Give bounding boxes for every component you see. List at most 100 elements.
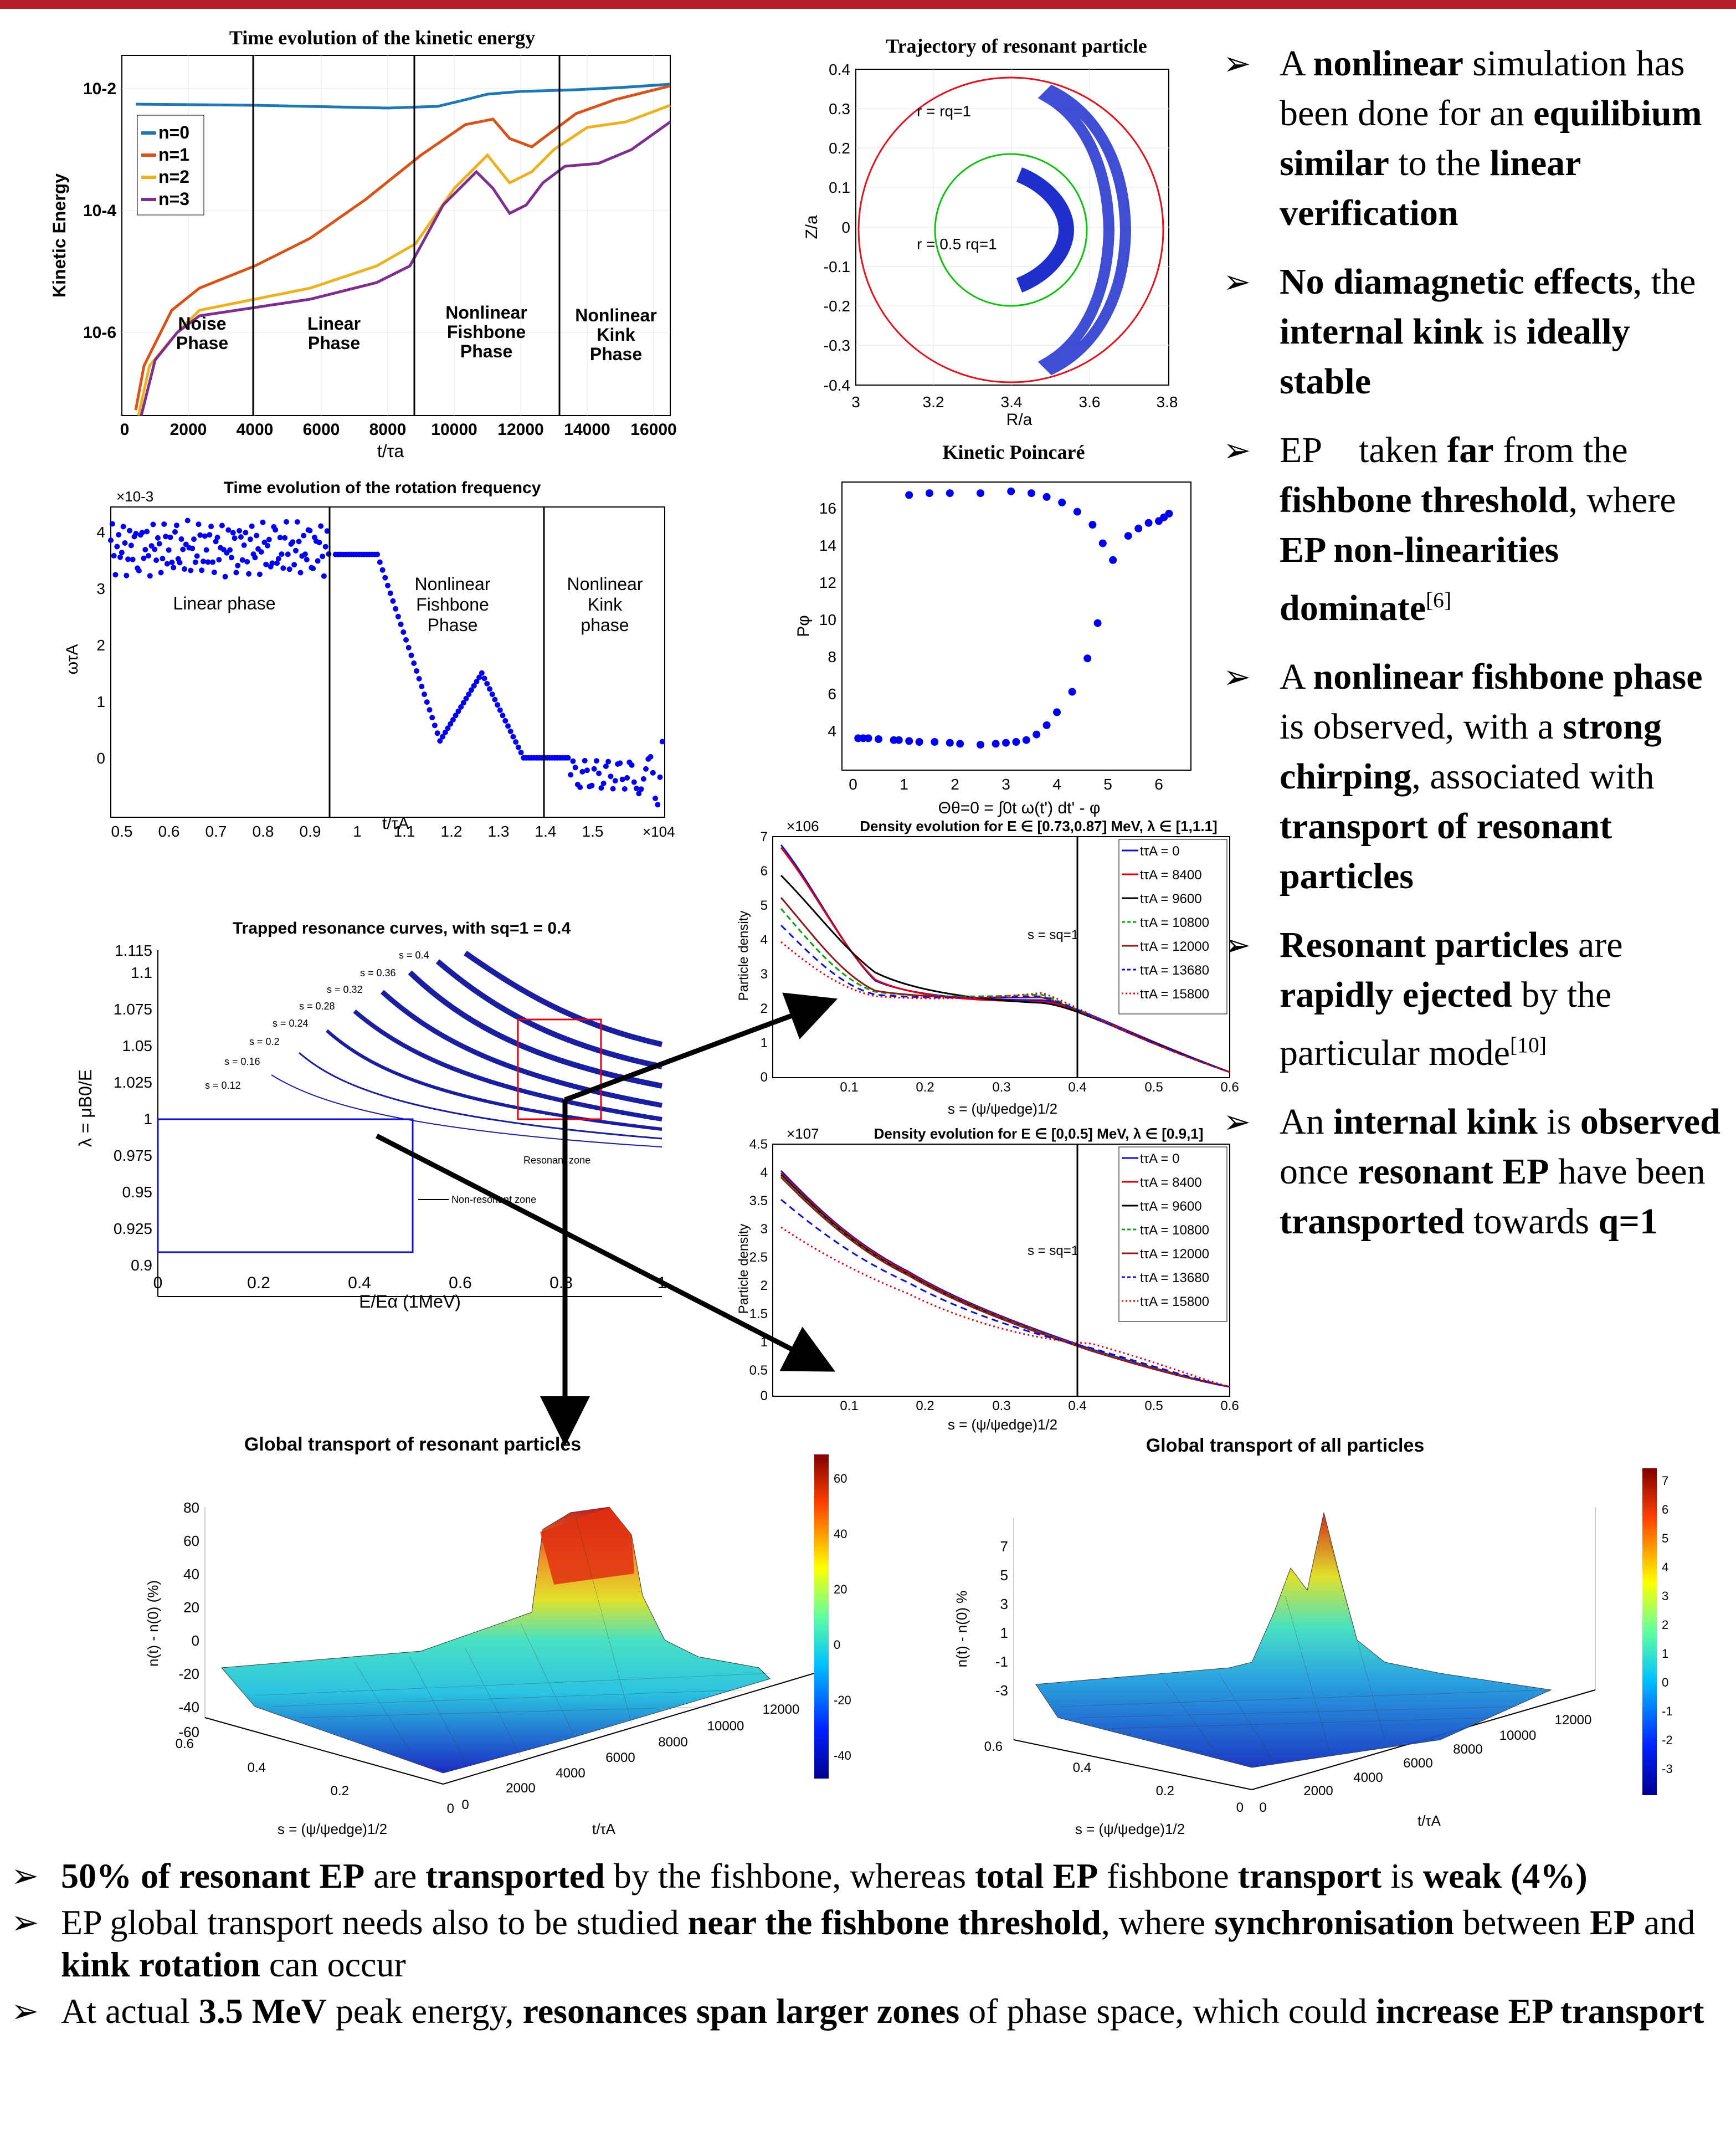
rotation-point <box>225 527 232 533</box>
poincare-point <box>1098 539 1107 547</box>
rotation-point <box>448 721 454 727</box>
legend-entry: tτA = 12000 <box>1140 939 1209 954</box>
y-tick: 10 <box>819 611 836 628</box>
y-tick: -0.2 <box>824 298 850 315</box>
x-tick: 0.6 <box>1220 1398 1239 1413</box>
rotation-point <box>643 766 649 772</box>
poincare-point <box>915 738 923 746</box>
global-all-chart: Global transport of all particles 7 5 3 … <box>953 1435 1673 1837</box>
z-tick: 5 <box>1000 1567 1008 1584</box>
y-tick: 1 <box>761 1036 768 1051</box>
rotation-point <box>432 723 438 729</box>
poincare-scatter <box>854 487 1173 749</box>
poincare-point <box>1002 739 1010 747</box>
rotation-point <box>603 764 609 769</box>
global-all-panel: Global transport of all particles 7 5 3 … <box>942 1429 1728 1851</box>
x-tick: 1.1 <box>394 823 415 840</box>
rotation-point <box>650 770 656 776</box>
rotation-point <box>471 683 477 689</box>
s-axis-label: s = (ψ/ψedge)1/2 <box>278 1821 387 1837</box>
rotation-point <box>610 786 616 792</box>
y-tick: 0 <box>761 1070 768 1085</box>
x-tick: 0.6 <box>1220 1080 1239 1095</box>
conclusion-item: ➢ EP global transport needs also to be st… <box>11 1903 1696 1984</box>
y-tick: 1 <box>96 693 105 710</box>
rotation-point <box>659 739 665 745</box>
x-tick: 0.6 <box>449 1274 472 1292</box>
colorbar <box>814 1454 829 1779</box>
legend-entry: tτA = 0 <box>1140 1151 1180 1166</box>
y-tick: 0.1 <box>829 179 850 196</box>
legend-entry: tτA = 13680 <box>1140 963 1209 978</box>
rotation-point <box>133 531 139 536</box>
rotation-point <box>194 553 200 559</box>
x-tick: 12000 <box>497 421 543 439</box>
legend-entry: tτA = 15800 <box>1140 1294 1209 1309</box>
arrow-bullet-icon: ➢ <box>11 1858 39 1894</box>
kinetic-energy-panel: Time evolution of the kinetic energy 10-… <box>33 22 677 465</box>
x-axis-label: s = (ψ/ψedge)1/2 <box>948 1100 1057 1117</box>
rotation-point <box>117 554 123 560</box>
y-tick: 1 <box>143 1110 152 1128</box>
poincare-point <box>1058 498 1066 506</box>
z-tick: -40 <box>178 1699 199 1715</box>
x-tick: 0.1 <box>840 1080 858 1095</box>
rotation-point <box>466 691 472 698</box>
rotation-point <box>450 717 456 723</box>
y-tick: 4 <box>761 932 768 947</box>
x-axis-label: t/τa <box>377 441 404 461</box>
rotation-point <box>112 572 119 578</box>
kinetic-energy-chart: Time evolution of the kinetic energy 10-… <box>49 27 677 461</box>
y-tick: -0.4 <box>824 377 850 394</box>
y-tick: -0.1 <box>824 258 850 275</box>
density2-panel: ×107 Density evolution for E ∈ [0,0.5] M… <box>731 1122 1241 1433</box>
rotation-point <box>277 535 283 541</box>
series-n1-line <box>134 84 671 411</box>
density-curve <box>780 941 1230 1073</box>
trajectory-chart: Trajectory of resonant particle 0.4 0.3 … <box>803 35 1178 429</box>
rotation-point <box>400 629 407 635</box>
rotation-point <box>199 567 205 573</box>
x-tick: 16000 <box>630 421 676 439</box>
rotation-point <box>640 776 646 782</box>
rotation-point <box>124 572 130 578</box>
rotation-point <box>484 680 490 686</box>
y-tick: 0 <box>841 219 850 236</box>
rotation-point <box>382 575 388 581</box>
rotation-point <box>301 532 307 539</box>
rotation-point <box>385 582 391 588</box>
rotation-point <box>150 521 156 527</box>
x-tick: 3 <box>1001 776 1010 793</box>
rotation-point <box>584 767 590 773</box>
z-tick: 60 <box>183 1533 199 1549</box>
y-tick: 10-6 <box>83 324 116 342</box>
outer-flux-circle <box>857 76 1164 383</box>
y-tick: 10-4 <box>83 202 116 220</box>
legend-entry: tτA = 12000 <box>1140 1247 1209 1262</box>
density1-chart: ×106 Density evolution for E ∈ [0.73,0.8… <box>736 818 1239 1117</box>
outer-circle-label: r = rq=1 <box>917 103 971 120</box>
rotation-point <box>429 715 435 721</box>
y-tick: 7 <box>761 829 768 844</box>
colorbar-tick: 0 <box>1662 1676 1668 1689</box>
rotation-point <box>285 551 291 557</box>
rotation-point <box>142 547 148 552</box>
rotation-point <box>274 560 280 566</box>
colorbar-tick: 3 <box>1662 1589 1668 1603</box>
poincare-point <box>1144 519 1153 527</box>
finding-item: ➢ EP taken far from the fishbone threshol… <box>1219 426 1728 633</box>
rotation-point <box>169 560 175 565</box>
x-tick: 0.3 <box>992 1080 1010 1095</box>
rotation-point <box>180 546 186 552</box>
y-tick: 10-2 <box>83 80 116 98</box>
colorbar <box>1642 1468 1657 1795</box>
rotation-point <box>122 540 128 546</box>
rotation-point <box>445 725 451 731</box>
phase-label: Phase <box>590 344 642 364</box>
rotation-point <box>243 530 249 536</box>
colorbar-tick: 4 <box>1662 1560 1668 1574</box>
t-axis-label: t/τA <box>1417 1812 1441 1829</box>
arrow-bullet-icon: ➢ <box>1223 264 1251 300</box>
rotation-point <box>437 738 443 744</box>
s-tick: 0.6 <box>176 1736 194 1751</box>
